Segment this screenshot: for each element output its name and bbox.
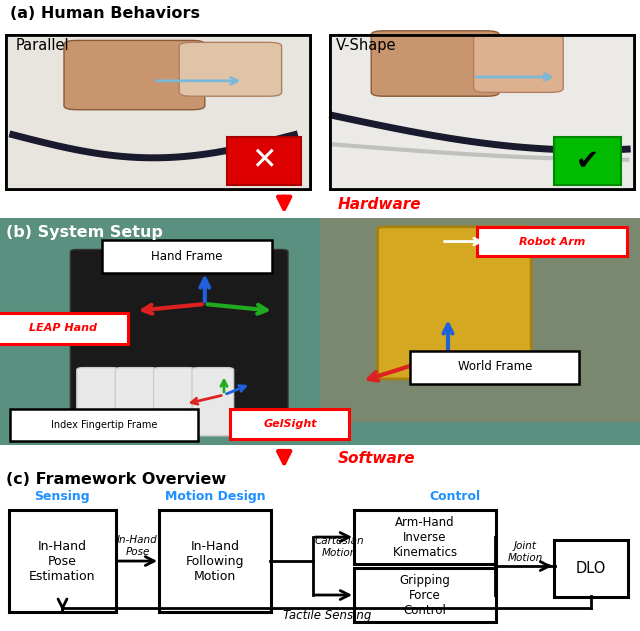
Text: ✕: ✕ xyxy=(252,146,276,175)
Text: Robot Arm: Robot Arm xyxy=(519,237,586,247)
FancyBboxPatch shape xyxy=(371,31,499,96)
FancyBboxPatch shape xyxy=(64,40,205,110)
FancyBboxPatch shape xyxy=(554,137,621,185)
FancyBboxPatch shape xyxy=(179,42,282,96)
Text: DLO: DLO xyxy=(576,561,606,576)
FancyBboxPatch shape xyxy=(0,313,128,344)
FancyBboxPatch shape xyxy=(70,249,288,425)
FancyBboxPatch shape xyxy=(154,368,195,436)
Text: LEAP Hand: LEAP Hand xyxy=(29,323,97,333)
Text: Hand Frame: Hand Frame xyxy=(151,251,223,263)
FancyBboxPatch shape xyxy=(330,35,634,189)
FancyBboxPatch shape xyxy=(9,510,116,612)
Text: In-Hand
Following
Motion: In-Hand Following Motion xyxy=(186,540,244,582)
Text: GelSight: GelSight xyxy=(263,419,317,428)
FancyBboxPatch shape xyxy=(0,218,640,445)
Text: Cartesian
Motion: Cartesian Motion xyxy=(314,536,364,558)
FancyBboxPatch shape xyxy=(354,510,496,564)
FancyBboxPatch shape xyxy=(102,240,272,273)
Text: In-Hand
Pose: In-Hand Pose xyxy=(117,536,158,557)
Text: Hardware: Hardware xyxy=(338,197,422,212)
FancyBboxPatch shape xyxy=(115,368,157,436)
Text: V-Shape: V-Shape xyxy=(336,37,397,52)
Text: Tactile Sensing: Tactile Sensing xyxy=(283,609,371,622)
FancyBboxPatch shape xyxy=(474,35,563,92)
Text: Parallel: Parallel xyxy=(16,37,70,52)
FancyBboxPatch shape xyxy=(10,408,198,442)
FancyBboxPatch shape xyxy=(77,368,118,436)
Text: Joint
Motion: Joint Motion xyxy=(508,541,543,563)
Text: Motion Design: Motion Design xyxy=(164,490,266,503)
FancyBboxPatch shape xyxy=(354,568,496,622)
FancyBboxPatch shape xyxy=(6,35,310,189)
FancyBboxPatch shape xyxy=(378,227,531,379)
Text: In-Hand
Pose
Estimation: In-Hand Pose Estimation xyxy=(29,540,96,582)
FancyBboxPatch shape xyxy=(320,218,640,422)
FancyBboxPatch shape xyxy=(159,510,271,612)
Text: (c) Framework Overview: (c) Framework Overview xyxy=(6,472,226,487)
Text: (b) System Setup: (b) System Setup xyxy=(6,225,163,240)
Text: Sensing: Sensing xyxy=(34,490,90,503)
FancyBboxPatch shape xyxy=(192,368,234,436)
FancyBboxPatch shape xyxy=(227,137,301,185)
Text: Gripping
Force
Control: Gripping Force Control xyxy=(399,574,451,616)
FancyBboxPatch shape xyxy=(554,540,628,597)
Text: Software: Software xyxy=(338,451,415,466)
Text: Index Fingertip Frame: Index Fingertip Frame xyxy=(51,420,157,430)
FancyBboxPatch shape xyxy=(6,35,310,189)
FancyBboxPatch shape xyxy=(330,35,634,189)
FancyBboxPatch shape xyxy=(410,351,579,384)
Text: Arm-Hand
Inverse
Kinematics: Arm-Hand Inverse Kinematics xyxy=(392,516,458,558)
FancyBboxPatch shape xyxy=(230,408,349,439)
FancyBboxPatch shape xyxy=(477,227,627,256)
Text: World Frame: World Frame xyxy=(458,360,532,374)
Text: ✔: ✔ xyxy=(575,146,599,175)
Text: Control: Control xyxy=(429,490,481,503)
Text: (a) Human Behaviors: (a) Human Behaviors xyxy=(10,6,200,21)
